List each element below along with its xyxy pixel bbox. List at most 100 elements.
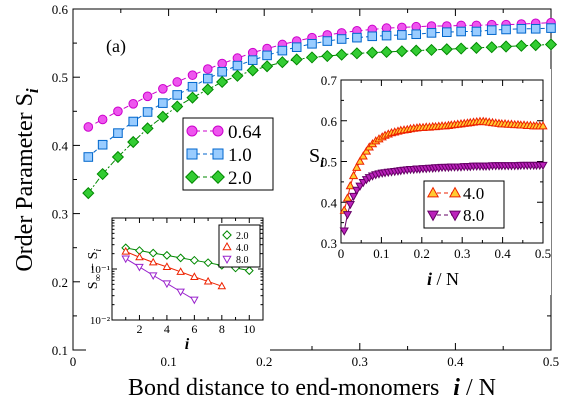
inset-top-right-x-tick-label: 0.3	[454, 246, 470, 261]
inset-bottom-left-x-tick-label: 10	[243, 322, 255, 336]
inset-top-right-y-tick-label: 0.6	[321, 114, 338, 129]
inset-bottom-left-series-group	[121, 243, 254, 305]
inset-top-right-ticks	[340, 79, 544, 244]
main-data-point	[216, 75, 229, 89]
inset-bottom-left-data-point	[176, 267, 185, 275]
inset-bottom-left-data-point	[217, 281, 227, 290]
inset-top-right-data-point	[361, 146, 372, 155]
inset-top-right-x-tick-label: 0.2	[414, 246, 430, 261]
inset-top-right-x-tick-label: 0.1	[373, 246, 389, 261]
main-data-point	[96, 167, 109, 181]
main-data-point	[411, 29, 422, 40]
main-series-2.0	[82, 38, 558, 200]
main-x-tick-label: 0.4	[447, 354, 464, 369]
panel-label: (a)	[106, 36, 126, 57]
main-data-point	[395, 45, 408, 58]
inset-top-right-legend-marker	[426, 186, 440, 198]
main-x-tick-label: 0.1	[160, 354, 176, 369]
main-data-point	[321, 49, 334, 63]
inset-bottom-left-data-point	[244, 266, 254, 276]
inset-bottom-left-x-axis-label: i	[185, 336, 190, 353]
inset-bottom-left-legend-marker	[222, 230, 232, 240]
main-data-point	[516, 23, 527, 34]
main-legend: 0.641.02.0	[182, 117, 274, 191]
inset-bottom-left-x-tick-label: 2	[136, 322, 142, 336]
main-data-point	[128, 98, 139, 109]
inset-top-right-x-tick-label: 0.5	[535, 246, 551, 261]
inset-bottom-left-data-point	[162, 280, 172, 289]
inset-top-right-y-tick-label: 0.5	[321, 155, 337, 170]
main-data-point	[113, 128, 123, 138]
inset-bottom-left-y-axis-label: S∞ − Si	[86, 249, 104, 290]
inset-top-right-y-tick-label: 0.7	[321, 73, 338, 88]
inset-bottom-left-legend-label: 2.0	[236, 231, 249, 242]
main-data-point	[367, 31, 378, 42]
main-data-point	[158, 83, 168, 94]
inset-bottom-left-x-tick-label: 4	[164, 322, 170, 336]
main-data-point	[217, 58, 227, 69]
main-data-point	[441, 27, 452, 37]
main-data-point	[127, 135, 140, 149]
inset-bottom-left-x-tick-label: 8	[219, 322, 225, 336]
main-data-point	[277, 45, 288, 56]
inset-top-right-legend-marker	[448, 186, 462, 198]
main-data-point	[485, 41, 498, 54]
inset-top-right-data-point	[355, 156, 365, 165]
main-data-point	[128, 116, 139, 127]
inset-bottom-left-data-point	[135, 263, 144, 272]
inset-bottom-left-data-point	[135, 252, 144, 261]
inset-top-right: 0 0.1 0.2 0.3 0.4 0.50.30.40.50.60.7 4.08.0 S…	[305, 69, 551, 295]
main-data-point	[158, 98, 168, 108]
main-data-point	[352, 32, 362, 43]
inset-bottom-left-series-8.0	[121, 255, 199, 305]
main-data-point	[529, 39, 542, 52]
inset-top-right-series-group	[339, 116, 548, 236]
main-data-point	[381, 30, 392, 41]
inset-bottom-left-data-point	[190, 272, 199, 280]
inset-bottom-left-data-point	[162, 250, 172, 260]
inset-top-right-data-point	[538, 121, 548, 130]
main-data-point	[187, 70, 198, 80]
inset-top-right-y-axis-label: Si	[309, 145, 324, 171]
main-data-point	[470, 41, 483, 54]
inset-top-right-legend: 4.08.0	[423, 180, 505, 229]
main-legend-marker	[212, 148, 224, 160]
inset-bottom-left-x-tick-label: 6	[191, 322, 197, 336]
main-data-point	[142, 91, 153, 102]
main-data-point	[202, 73, 213, 84]
main-series-1.0	[83, 23, 556, 162]
inset-top-right-tick-labels: 0 0.1 0.2 0.3 0.4 0.5 0.3 0.4 0.5 0.6 0.7	[321, 73, 551, 261]
inset-top-right-legend-marker	[426, 210, 440, 222]
inset-bottom-left-data-point	[176, 288, 185, 297]
main-data-point	[217, 66, 227, 77]
main-data-point	[455, 42, 468, 55]
main-data-point	[111, 150, 125, 164]
inset-top-right-data-point	[538, 161, 548, 171]
inset-top-right-data-point	[348, 170, 359, 180]
main-data-point	[544, 38, 558, 51]
main-data-point	[202, 64, 213, 74]
main-data-point	[247, 55, 258, 65]
main-data-point	[83, 122, 94, 132]
inset-top-right-legend-label: 4.0	[463, 184, 484, 203]
inset-bottom-left-legend-marker	[222, 242, 232, 251]
inset-bottom-left-legend-label: 4.0	[236, 243, 249, 254]
main-y-axis-label-sub: i	[23, 88, 42, 93]
main-legend-label: 2.0	[228, 168, 252, 189]
inset-top-right-series-4.0	[339, 116, 548, 214]
main-data-point	[350, 47, 364, 60]
inset-bottom-left-data-point	[203, 258, 213, 268]
main-data-point	[380, 45, 393, 59]
main-data-point	[171, 100, 184, 113]
inset-bottom-left-data-point	[203, 276, 213, 285]
inset-bottom-left-data-point	[121, 255, 131, 264]
inset-bottom-left-legend-marker	[222, 255, 232, 264]
inset-top-right-legend-label: 8.0	[463, 206, 484, 225]
main-x-tick-label: 0	[70, 354, 77, 369]
main-legend-marker	[212, 125, 224, 137]
main-data-point	[83, 152, 94, 162]
main-data-point	[410, 44, 423, 57]
inset-bottom-left-ticks	[112, 218, 263, 321]
inset-top-right-y-tick-label: 0.4	[321, 195, 338, 210]
